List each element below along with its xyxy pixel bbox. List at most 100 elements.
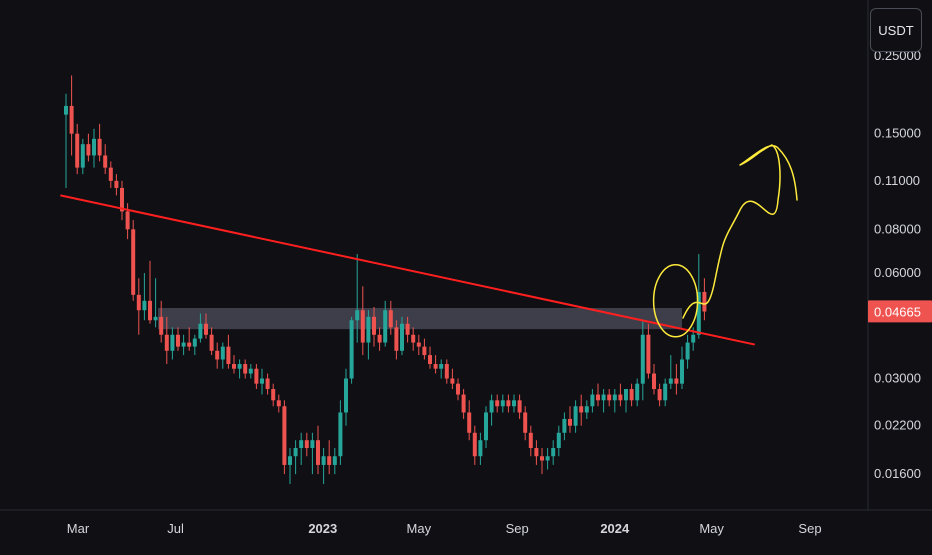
candle (517, 394, 522, 419)
candle (192, 334, 197, 356)
candle (478, 432, 483, 465)
candle (467, 400, 472, 441)
candle-body (159, 316, 164, 335)
candle-body (534, 448, 539, 457)
candle-body (344, 378, 348, 413)
candle (215, 342, 220, 369)
candle (254, 364, 259, 390)
candle (97, 123, 102, 162)
candle-body (75, 133, 80, 168)
candle-body (517, 400, 522, 413)
price-tick-label: 0.03000 (874, 371, 921, 386)
candle-body (450, 378, 455, 384)
highlight-circle (652, 264, 699, 338)
candle-body (338, 412, 343, 457)
candle (573, 400, 578, 433)
candle-body (674, 378, 679, 384)
candle-body (254, 368, 259, 384)
candle-body (349, 320, 354, 379)
candle-body (668, 378, 673, 384)
candle (136, 278, 141, 335)
candle-body (523, 412, 528, 433)
candle-body (220, 346, 225, 360)
candle (383, 300, 388, 347)
candle (80, 138, 85, 175)
candle (327, 440, 332, 475)
candle (439, 359, 444, 379)
candle-body (215, 350, 220, 360)
candle-body (136, 294, 141, 311)
candle (220, 342, 225, 369)
candle-body (472, 432, 477, 457)
time-tick-label: May (407, 521, 432, 536)
candle-body (366, 316, 371, 343)
candle-body (299, 440, 304, 449)
candle (612, 389, 617, 413)
candle (176, 327, 180, 351)
candle (276, 394, 281, 413)
candle (629, 383, 634, 407)
candle (523, 406, 528, 441)
candle (584, 400, 589, 419)
candle-body (696, 291, 701, 335)
price-tick-label: 0.11000 (874, 173, 920, 188)
candle-body (293, 448, 298, 457)
candle (635, 378, 640, 407)
candle (534, 440, 539, 465)
candle-body (590, 394, 595, 407)
candle (321, 448, 326, 484)
candle-body (607, 394, 612, 401)
price-axis[interactable]: 0.250000.150000.110000.080000.060000.030… (868, 48, 932, 481)
candle (260, 368, 264, 395)
candle (624, 389, 628, 413)
candle-body (187, 342, 192, 347)
candle (69, 75, 74, 156)
support-resistance-zone (158, 307, 682, 330)
candle (108, 161, 113, 188)
candle-body (540, 456, 544, 461)
candle-body (321, 456, 326, 465)
candle (568, 406, 572, 433)
candle-body (691, 334, 696, 343)
candle (159, 300, 164, 343)
candle (355, 254, 360, 343)
candle (428, 346, 432, 369)
candle (243, 359, 248, 379)
candle-body (596, 394, 600, 401)
candle (114, 174, 119, 196)
candle (663, 378, 668, 407)
candle (187, 327, 192, 351)
candle (702, 278, 707, 321)
candle-body (86, 144, 91, 156)
currency-selector-button[interactable]: USDT (870, 8, 922, 52)
candle-body (612, 394, 617, 401)
candle-body (467, 412, 472, 433)
candle (489, 394, 494, 426)
candle-body (316, 440, 320, 465)
candle (75, 123, 80, 175)
candle-body (198, 323, 203, 339)
candle (506, 394, 511, 413)
candle (198, 313, 203, 343)
candle (248, 364, 253, 379)
candle-body (663, 383, 668, 401)
price-tick-label: 0.08000 (874, 221, 921, 236)
candle-body (64, 105, 68, 115)
candle (164, 316, 169, 365)
time-tick-label: Jul (167, 521, 184, 536)
candle-body (685, 342, 690, 360)
candle-body (556, 432, 561, 449)
candle-body (69, 105, 74, 134)
candle-body (646, 334, 651, 374)
candle-body (422, 346, 427, 356)
candle (304, 432, 309, 457)
candle (556, 425, 561, 457)
time-axis[interactable]: Mar Jul 2023 May Sep 2024 May Sep (67, 521, 822, 536)
candle (444, 359, 449, 384)
candle (394, 320, 399, 360)
candle-body (153, 316, 158, 321)
candle (551, 440, 556, 465)
descending-trendline (60, 194, 756, 346)
